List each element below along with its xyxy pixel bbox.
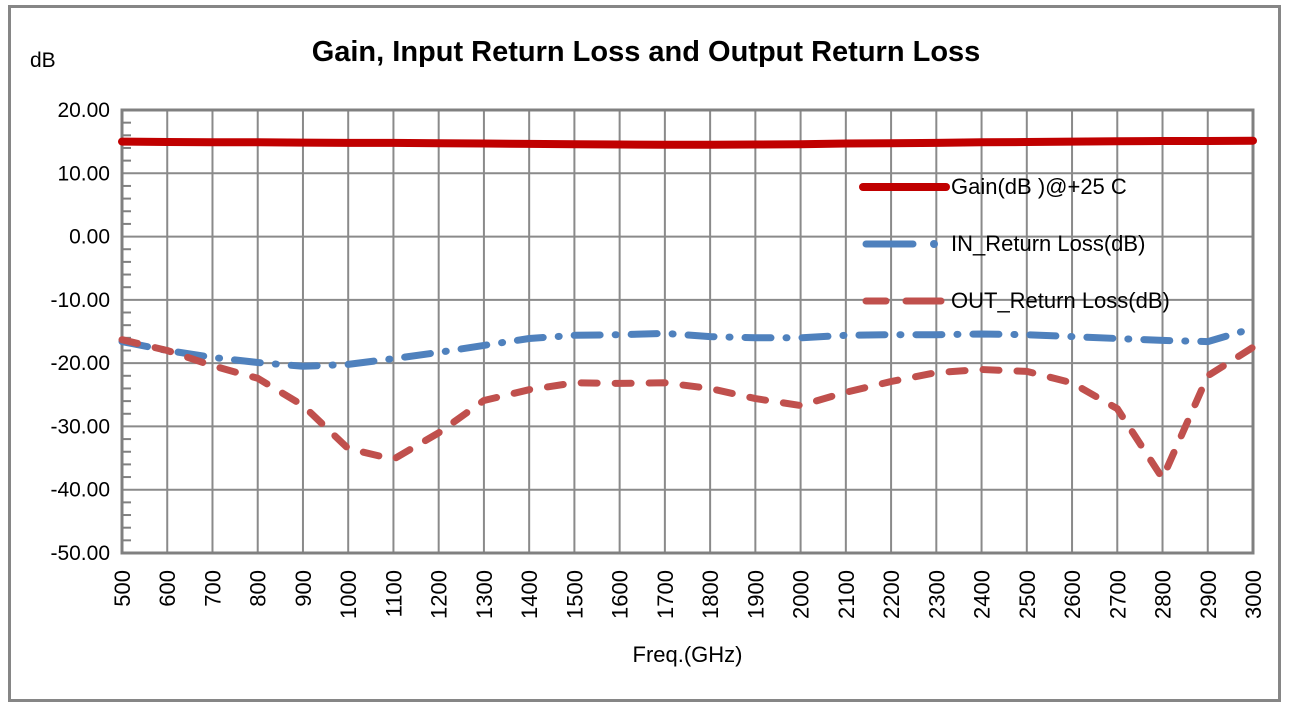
- x-tick-label: 1200: [427, 570, 452, 619]
- x-tick-label: 1700: [653, 570, 678, 619]
- y-tick-label: -40.00: [50, 479, 110, 502]
- x-tick-label: 1400: [517, 570, 542, 619]
- x-tick-label: 1500: [562, 570, 587, 619]
- y-tick-label: -30.00: [50, 415, 110, 438]
- x-tick-label: 700: [200, 570, 225, 607]
- in-return-loss-line: [118, 324, 1257, 370]
- x-tick-label: 500: [110, 570, 135, 607]
- x-tick-label: 2500: [1015, 570, 1040, 619]
- y-axis-title: dB: [30, 49, 56, 72]
- x-tick-label: 2900: [1196, 570, 1221, 619]
- x-tick-label: 600: [155, 570, 180, 607]
- x-tick-label: 1900: [743, 570, 768, 619]
- x-tick-label: 900: [291, 570, 316, 607]
- legend-label-gain: Gain(dB )@+25 C: [951, 174, 1127, 199]
- legend-swatch-in-dot: [930, 240, 938, 248]
- x-tick-label: 2200: [879, 570, 904, 619]
- y-tick-label: 20.00: [57, 99, 110, 122]
- x-tick-label: 2600: [1060, 570, 1085, 619]
- x-tick-label: 2400: [970, 570, 995, 619]
- gain-line: [118, 136, 1257, 149]
- x-tick-label: 2100: [834, 570, 859, 619]
- x-tick-label: 1300: [472, 570, 497, 619]
- x-tick-label: 2800: [1151, 570, 1176, 619]
- plot-border: [120, 108, 1255, 555]
- x-axis-title: Freq.(GHz): [632, 642, 743, 667]
- x-tick-label: 3000: [1241, 570, 1266, 619]
- y-tick-label: 0.00: [69, 226, 110, 249]
- x-tick-label: 800: [246, 570, 271, 607]
- y-tick-label: -10.00: [50, 289, 110, 312]
- legend-label-out-return-loss: OUT_Return Loss(dB): [951, 288, 1170, 313]
- y-tick-label: 10.00: [57, 162, 110, 185]
- out-return-loss-line: [118, 336, 1257, 482]
- chart-outer-border: [8, 5, 1281, 702]
- chart-title: Gain, Input Return Loss and Output Retur…: [311, 36, 981, 68]
- x-tick-label: 2700: [1105, 570, 1130, 619]
- x-tick-label: 1800: [698, 570, 723, 619]
- legend-label-in-return-loss: IN_Return Loss(dB): [951, 231, 1146, 256]
- x-tick-label: 1600: [608, 570, 633, 619]
- x-tick-label: 2300: [924, 570, 949, 619]
- y-tick-label: -20.00: [50, 352, 110, 375]
- y-tick-label: -50.00: [50, 542, 110, 565]
- x-tick-label: 1100: [381, 570, 406, 617]
- x-tick-label: 1000: [336, 570, 361, 619]
- x-tick-label: 2000: [789, 570, 814, 619]
